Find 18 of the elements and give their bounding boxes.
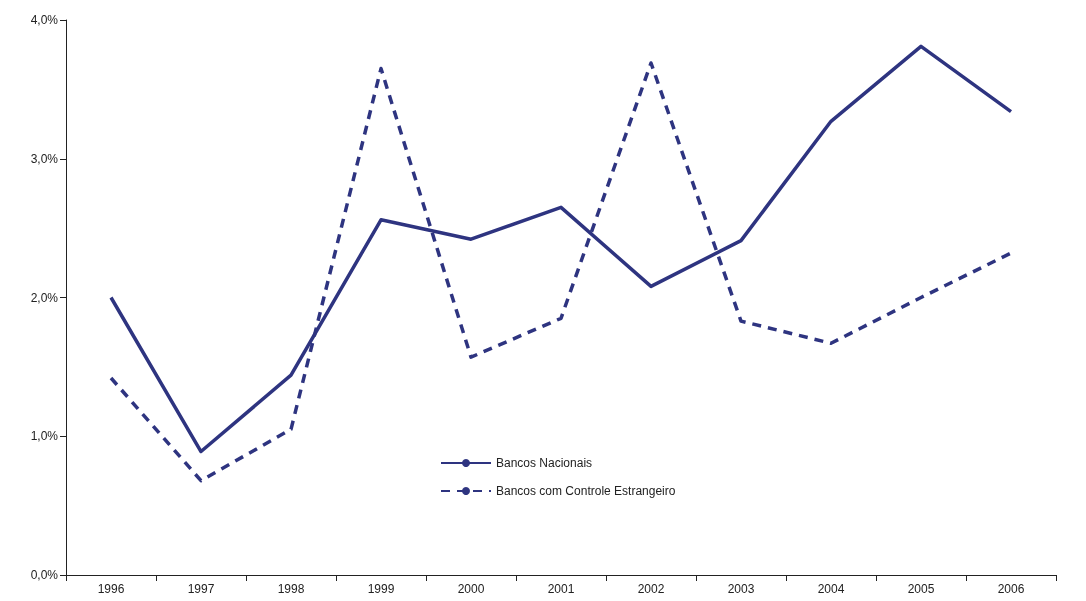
x-tick-label: 1998: [277, 582, 305, 596]
x-tick-label: 1999: [367, 582, 395, 596]
legend-label: Bancos com Controle Estrangeiro: [496, 484, 676, 498]
y-tick-label: 0,0%: [30, 568, 59, 582]
x-tick-label: 2003: [727, 582, 755, 596]
x-tick-label: 2004: [817, 582, 845, 596]
y-tick-label: 4,0%: [30, 13, 59, 27]
y-tick-label: 2,0%: [30, 290, 59, 305]
y-tick-label: 1,0%: [30, 429, 59, 444]
x-tick-label: 1996: [97, 582, 125, 596]
x-tick-label: 2006: [997, 582, 1025, 596]
x-tick-label: 1997: [187, 582, 215, 596]
legend-label: Bancos Nacionais: [496, 456, 593, 470]
x-tick-label: 2005: [907, 582, 935, 596]
x-tick-label: 2001: [547, 582, 575, 596]
x-tick-label: 2002: [637, 582, 665, 596]
y-tick-label: 3,0%: [30, 151, 59, 166]
x-tick-label: 2000: [457, 582, 485, 596]
